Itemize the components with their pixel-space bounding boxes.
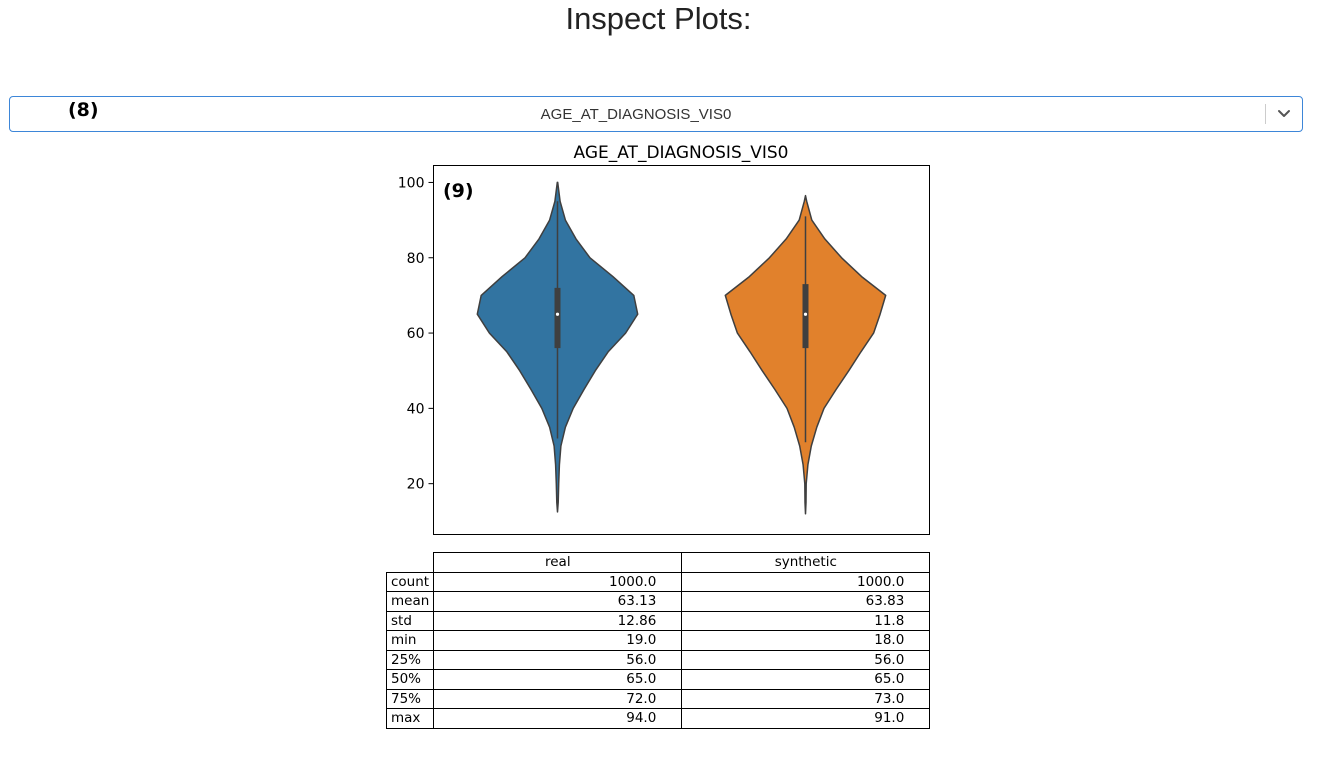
variable-select-dropdown[interactable]: AGE_AT_DIAGNOSIS_VIS0 [9,96,1303,132]
summary-stats-table: real synthetic count 1000.0 1000.0 mean 63.1… [385,552,931,729]
cell-real: 56.0 [433,649,683,670]
cell-synthetic: 18.0 [681,630,931,651]
plot-frame [433,165,930,535]
y-tick-label: 60 [407,326,425,342]
chart-title: AGE_AT_DIAGNOSIS_VIS0 [574,143,789,163]
row-label: count [385,571,435,592]
row-label: mean [385,591,435,612]
column-header-synthetic: synthetic [681,552,931,573]
variable-select-value: AGE_AT_DIAGNOSIS_VIS0 [540,106,732,123]
cell-real: 1000.0 [433,571,683,592]
table-row: min 19.0 18.0 [385,630,931,651]
dropdown-separator [1265,104,1266,124]
y-tick-label: 100 [398,175,425,191]
table-row: std 12.86 11.8 [385,610,931,631]
row-label: min [385,630,435,651]
cell-synthetic: 63.83 [681,591,931,612]
row-label: std [385,610,435,631]
violin-median-point-1 [803,312,808,316]
table-row: 75% 72.0 73.0 [385,688,931,709]
violin-iqr-box-0 [554,287,561,349]
cell-synthetic: 56.0 [681,649,931,670]
violin-iqr-box-1 [802,284,809,349]
cell-real: 63.13 [433,591,683,612]
table-row: mean 63.13 63.83 [385,591,931,612]
cell-real: 12.86 [433,610,683,631]
y-tick-label: 80 [407,251,425,267]
y-tick-label: 40 [407,401,425,417]
cell-real: 72.0 [433,688,683,709]
row-label: 25% [385,649,435,670]
cell-synthetic: 11.8 [681,610,931,631]
table-corner [386,552,435,573]
cell-real: 94.0 [433,708,683,729]
cell-synthetic: 73.0 [681,688,931,709]
cell-synthetic: 65.0 [681,669,931,690]
row-label: max [385,708,435,729]
violin-median-point-0 [555,312,560,316]
table-row: max 94.0 91.0 [385,708,931,729]
cell-synthetic: 1000.0 [681,571,931,592]
cell-synthetic: 91.0 [681,708,931,729]
table-row: count 1000.0 1000.0 [385,571,931,592]
column-header-real: real [433,552,683,573]
page-title: Inspect Plots: [565,1,752,36]
selector-marker-label: (8) [68,99,99,121]
plot-marker-label: (9) [443,180,474,202]
table-row: 50% 65.0 65.0 [385,669,931,690]
violin-plot: AGE_AT_DIAGNOSIS_VIS0 20 40 60 80 100 (9) [398,143,930,535]
table-header-row: real synthetic [386,552,931,573]
table-row: 25% 56.0 56.0 [385,649,931,670]
row-label: 50% [385,669,435,690]
cell-real: 19.0 [433,630,683,651]
row-label: 75% [385,688,435,709]
chevron-down-icon[interactable] [1274,105,1294,123]
y-tick-label: 20 [407,477,425,493]
cell-real: 65.0 [433,669,683,690]
